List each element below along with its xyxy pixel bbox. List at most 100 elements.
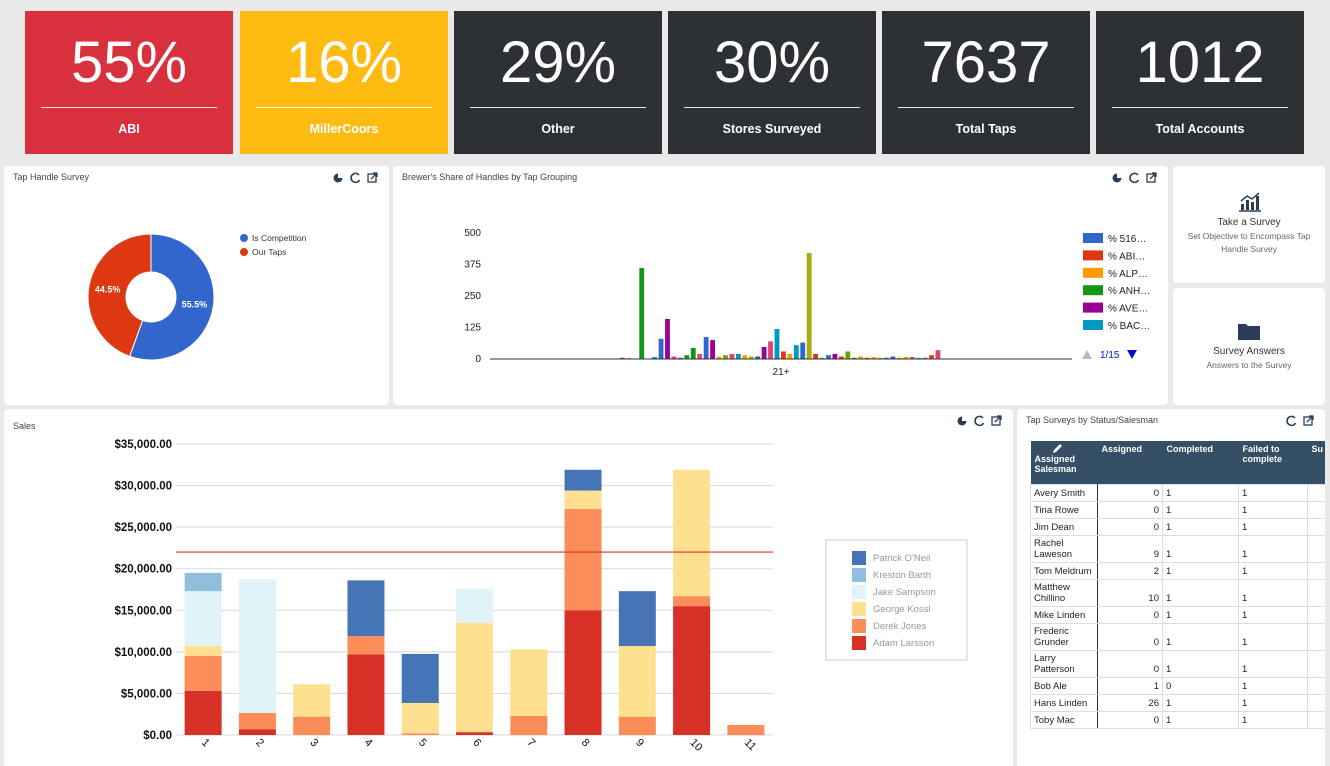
cell-text: 1 xyxy=(1242,488,1248,499)
open-icon-arrow xyxy=(1306,415,1314,423)
table-cell xyxy=(1307,694,1325,712)
kpi-rule xyxy=(684,107,860,108)
cell-text: 9 xyxy=(1153,549,1159,560)
legend-label: Our Taps xyxy=(252,247,286,257)
table-cell: 1 xyxy=(1162,711,1239,729)
kpi-rule xyxy=(256,107,432,108)
table-row: Tom Meldrum 2 1 1 xyxy=(1030,562,1325,580)
table-panel: Tap Surveys by Status/Salesman Assigned … xyxy=(1017,409,1325,766)
bar-panel: Brewer's Share of Handles by Tap Groupin… xyxy=(393,166,1168,405)
x-tick-label: 21+ xyxy=(773,367,790,378)
pie-panel: Tap Handle Survey 55.5% 44.5% Is Competiti… xyxy=(4,166,389,405)
panel-icons[interactable] xyxy=(1111,172,1162,184)
bar xyxy=(800,342,806,359)
bar-segment xyxy=(238,579,276,713)
table-row: Rachel Laweson 9 1 1 xyxy=(1030,535,1325,563)
cell-text: Avery Smith xyxy=(1034,488,1086,499)
table-cell: 1 xyxy=(1238,623,1308,651)
bar-segment xyxy=(238,729,276,735)
data-table: Assigned Salesman Assigned Completed Failed… xyxy=(1030,441,1325,729)
legend-swatch xyxy=(852,568,866,582)
table-cell: 1 xyxy=(1238,579,1308,607)
action-card[interactable]: Take a Survey Set Objective to Encompass… xyxy=(1173,166,1325,283)
legend-swatch xyxy=(1083,285,1103,296)
kpi-rule xyxy=(41,107,217,108)
cell-text: 1 xyxy=(1242,549,1248,560)
panel-icons[interactable] xyxy=(956,415,1007,427)
cell-text: Rachel Laweson xyxy=(1034,538,1073,560)
legend-label: Jake Sampson xyxy=(873,587,936,598)
bar xyxy=(871,356,876,359)
header-row: Assigned Salesman Assigned Completed Failed… xyxy=(1030,441,1325,485)
bar xyxy=(909,356,915,359)
bar xyxy=(929,355,934,359)
table-row: Jim Dean 0 1 1 xyxy=(1030,518,1325,536)
bar-segment xyxy=(401,702,439,734)
legend-label: Kreston Barth xyxy=(873,570,931,581)
action-card[interactable]: Survey Answers Answers to the Survey xyxy=(1173,288,1325,405)
open-icon xyxy=(367,173,377,183)
table-cell: Matthew Chillino xyxy=(1030,579,1098,607)
bar xyxy=(903,356,909,359)
table-cell: 0 xyxy=(1097,606,1163,624)
bar xyxy=(813,353,819,359)
x-tick-label: 3 xyxy=(308,737,321,750)
pie-icon-cut xyxy=(1117,173,1122,178)
y-tick-label: 0 xyxy=(475,354,481,365)
table-cell: 1 xyxy=(1162,694,1239,712)
kpi-tile: 16% MillerCoors xyxy=(240,11,448,154)
legend-label: % AVE… xyxy=(1108,304,1148,315)
bar-segment xyxy=(238,712,276,730)
bar-segment xyxy=(347,654,385,735)
chart-icon xyxy=(1239,192,1261,212)
table-cell: 1 xyxy=(1162,606,1239,624)
table-row: Hans Linden 26 1 1 xyxy=(1030,694,1325,712)
table-cell xyxy=(1307,518,1325,536)
bar-segment xyxy=(673,469,711,597)
kpi-label: Total Taps xyxy=(955,122,1017,136)
x-tick-label: 9 xyxy=(633,737,646,750)
table-cell xyxy=(1307,606,1325,624)
open-icon xyxy=(1146,173,1156,183)
table-cell: 1 xyxy=(1238,677,1308,695)
kpi-label: ABI xyxy=(118,122,140,136)
bar xyxy=(877,357,883,359)
legend-next[interactable] xyxy=(1127,350,1137,359)
bar-segment xyxy=(293,684,331,717)
legend-label: % ABI… xyxy=(1108,251,1145,262)
panel-icons[interactable] xyxy=(332,172,383,184)
bar xyxy=(729,353,735,359)
bar xyxy=(684,355,690,359)
legend-label: Patrick O'Neil xyxy=(873,553,930,564)
bar xyxy=(768,341,773,359)
kpi-rule xyxy=(470,107,646,108)
table-row: Tina Rowe 0 1 1 xyxy=(1030,501,1325,519)
bar-segment xyxy=(401,733,439,735)
y-tick-label: 125 xyxy=(464,323,481,334)
cell-text: 1 xyxy=(1242,505,1248,516)
pie-chart: 55.5% 44.5% Is Competition Our Taps xyxy=(87,233,307,361)
bar xyxy=(755,356,761,359)
cell-text: 0 xyxy=(1153,664,1159,675)
kpi-value: 7637 xyxy=(921,30,1051,95)
cell-text: Bob Ale xyxy=(1034,681,1067,692)
kpi-tile: 7637 Total Taps xyxy=(882,11,1090,154)
cell-text: 1 xyxy=(1166,522,1172,533)
bar xyxy=(671,356,677,359)
legend-swatch xyxy=(1083,320,1103,330)
legend-swatch xyxy=(852,636,866,650)
bar xyxy=(748,356,754,359)
y-tick-label: 500 xyxy=(464,228,481,239)
bar xyxy=(858,356,864,359)
bar xyxy=(639,268,645,359)
bar-segment xyxy=(184,656,222,691)
column-header-text: Completed xyxy=(1166,444,1214,454)
panel-icons[interactable] xyxy=(1285,415,1319,427)
bar-segment xyxy=(184,646,222,657)
bar xyxy=(826,355,831,359)
table-cell xyxy=(1307,677,1325,695)
table-cell: Mike Linden xyxy=(1030,606,1098,624)
cell-text: Frederic Grunder xyxy=(1034,626,1069,648)
cell-text: 1 xyxy=(1153,681,1159,692)
